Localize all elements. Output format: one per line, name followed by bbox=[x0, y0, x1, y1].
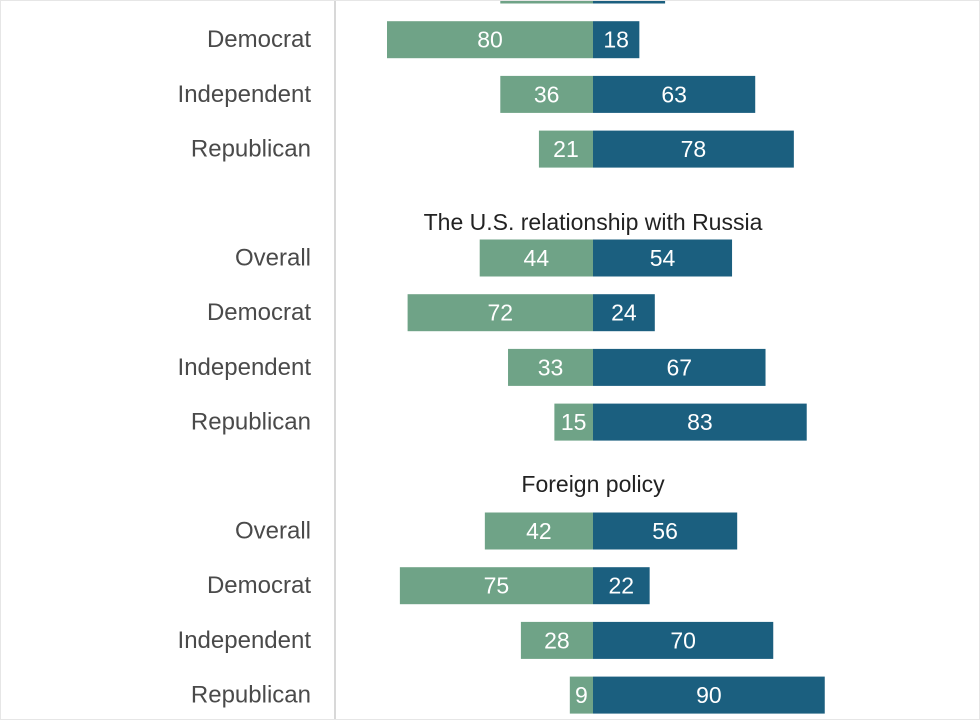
category-label: Overall bbox=[235, 518, 311, 545]
bar-right bbox=[593, 239, 733, 277]
bar-right bbox=[593, 512, 738, 550]
category-label: Independent bbox=[178, 627, 312, 654]
value-label-right: 63 bbox=[661, 81, 687, 107]
value-label-right: 54 bbox=[650, 245, 676, 271]
category-label: Democrat bbox=[207, 572, 311, 599]
value-label-left: 28 bbox=[544, 627, 570, 653]
category-label: Democrat bbox=[207, 26, 311, 53]
bar-left bbox=[520, 621, 593, 659]
bar-right bbox=[593, 130, 794, 168]
bar-left bbox=[538, 130, 593, 168]
value-label-left: 9 bbox=[575, 682, 588, 708]
value-label-left: 72 bbox=[488, 300, 514, 326]
bar-right bbox=[593, 676, 825, 714]
value-label-right: 90 bbox=[696, 682, 722, 708]
value-label-right: 24 bbox=[611, 300, 637, 326]
bar-left bbox=[407, 294, 593, 332]
value-label-left: 42 bbox=[526, 518, 552, 544]
bar-left bbox=[387, 21, 593, 59]
bar-right bbox=[593, 75, 756, 113]
value-label-left: 44 bbox=[524, 245, 550, 271]
value-label-right: 56 bbox=[652, 518, 678, 544]
bar-right bbox=[593, 567, 650, 605]
category-label: Republican bbox=[191, 136, 311, 163]
bar-left bbox=[554, 403, 593, 441]
bar-left bbox=[479, 239, 593, 277]
bar-right bbox=[593, 294, 655, 332]
value-label-right: 67 bbox=[666, 354, 692, 380]
value-label-left: 80 bbox=[477, 27, 503, 53]
category-label: Republican bbox=[191, 682, 311, 709]
bar-left bbox=[569, 676, 593, 714]
category-label: Independent bbox=[178, 81, 312, 108]
group-title: The U.S. relationship with Russia bbox=[424, 209, 763, 235]
category-label: Independent bbox=[178, 354, 312, 381]
bar-right bbox=[593, 621, 774, 659]
value-label-left: 33 bbox=[538, 354, 564, 380]
value-label-left: 36 bbox=[534, 81, 560, 107]
group-title: Foreign policy bbox=[521, 471, 665, 497]
category-label: Republican bbox=[191, 409, 311, 436]
bar-right bbox=[593, 348, 766, 386]
bar-right bbox=[593, 0, 666, 4]
bar-left bbox=[500, 75, 593, 113]
bar-left bbox=[399, 567, 593, 605]
value-label-right: 83 bbox=[687, 409, 713, 435]
bar-right bbox=[593, 403, 807, 441]
category-label: Democrat bbox=[207, 299, 311, 326]
bar-left bbox=[508, 348, 593, 386]
value-label-right: 18 bbox=[603, 27, 629, 53]
value-label-left: 75 bbox=[484, 573, 510, 599]
bar-right bbox=[593, 21, 640, 59]
value-label-left: 15 bbox=[561, 409, 587, 435]
value-label-right: 70 bbox=[670, 627, 696, 653]
bar-left bbox=[484, 512, 593, 550]
category-label: Overall bbox=[235, 245, 311, 272]
bar-left bbox=[500, 0, 593, 4]
value-label-right: 22 bbox=[609, 573, 635, 599]
value-label-right: 78 bbox=[681, 136, 707, 162]
value-label-left: 21 bbox=[553, 136, 579, 162]
